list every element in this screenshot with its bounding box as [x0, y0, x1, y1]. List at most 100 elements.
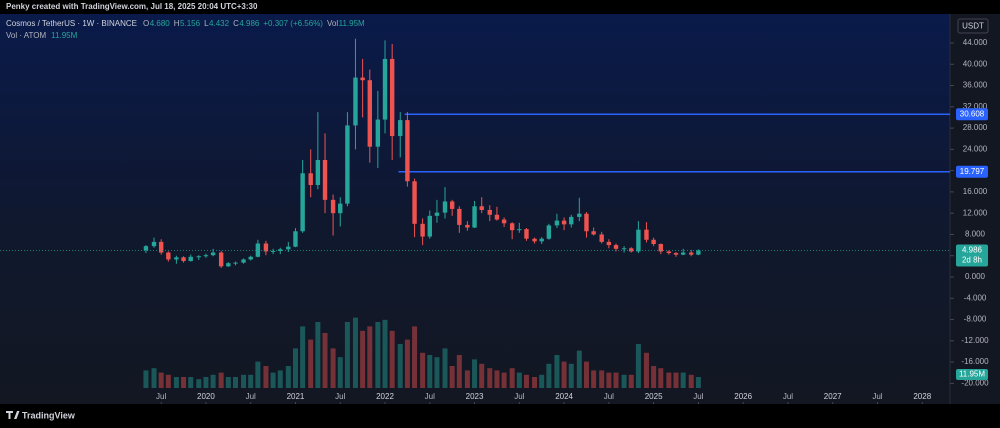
- ohlc-label: H: [174, 19, 180, 28]
- volume-bar: [539, 374, 545, 388]
- ohlc-label: Vol: [327, 19, 338, 28]
- candle-body: [181, 257, 186, 262]
- y-tick-label: -12.000: [961, 336, 989, 345]
- candle-body: [143, 246, 149, 251]
- x-tick-label: 2023: [466, 392, 484, 401]
- volume-bar: [181, 377, 187, 388]
- candle-body: [666, 251, 672, 254]
- volume-bar: [606, 372, 612, 388]
- candle-body: [166, 252, 171, 260]
- candle-body: [554, 220, 560, 226]
- volume-bar: [479, 363, 485, 388]
- x-tick-label: Jul: [335, 392, 345, 401]
- level-tag: [956, 108, 988, 121]
- y-tick-label: 24.000: [963, 144, 988, 153]
- candle-body: [398, 120, 403, 137]
- symbol: Cosmos / TetherUS · 1W · BINANCE: [6, 19, 137, 28]
- candle-body: [345, 125, 350, 204]
- candle-body: [680, 252, 686, 255]
- volume-bar: [487, 368, 493, 388]
- candle-body: [621, 248, 627, 250]
- candle-body: [629, 248, 634, 252]
- ohlc-value: 4.432: [209, 19, 230, 28]
- level-label: 30.608: [960, 109, 985, 118]
- candle-body: [546, 225, 552, 239]
- volume-tag-label: 11.95M: [959, 370, 985, 379]
- volume-bar: [143, 370, 149, 388]
- volume-bar: [583, 361, 589, 388]
- volume-bar: [173, 377, 179, 388]
- volume-bar: [285, 366, 291, 388]
- volume-bar: [151, 368, 157, 388]
- y-tick-label: -16.000: [961, 357, 989, 366]
- volume-bar: [621, 374, 627, 388]
- volume-bar: [561, 361, 567, 388]
- x-tick-label: Jul: [246, 392, 256, 401]
- y-tick-label: -4.000: [964, 293, 987, 302]
- volume-bar: [203, 377, 209, 388]
- volume-bar: [382, 319, 388, 388]
- candle-body: [613, 245, 619, 249]
- volume-bar: [494, 370, 500, 388]
- y-tick-label: 28.000: [963, 123, 988, 132]
- price-axis: [950, 14, 1000, 404]
- volume-bar: [218, 372, 224, 388]
- volume-bar: [337, 357, 343, 388]
- volume-bar: [389, 330, 395, 388]
- volume-bar: [568, 363, 574, 388]
- candle-body: [218, 252, 224, 267]
- volume-bar: [554, 355, 560, 388]
- volume-bar: [651, 366, 657, 388]
- x-tick-label: Jul: [604, 392, 614, 401]
- volume-bar: [352, 317, 358, 388]
- volume-bar: [196, 379, 202, 388]
- candle-body: [188, 256, 193, 262]
- footer-brand: TradingView: [22, 410, 76, 420]
- volume-bar: [232, 377, 238, 388]
- volume-bar: [449, 366, 455, 388]
- candle-body: [509, 223, 515, 231]
- volume-bar: [673, 372, 679, 388]
- volume-bar: [188, 377, 194, 388]
- volume-bar: [225, 377, 231, 388]
- volume-bar: [695, 377, 701, 388]
- volume-bar: [420, 352, 426, 388]
- volume-bar: [322, 333, 328, 388]
- candle-body: [651, 239, 656, 245]
- x-tick-label: Jul: [693, 392, 703, 401]
- candle-body: [293, 231, 298, 247]
- candle-body: [494, 214, 500, 220]
- volume-bar: [367, 326, 373, 388]
- volume-bar: [658, 368, 664, 388]
- candle-body: [696, 250, 701, 255]
- volume-bar: [635, 344, 641, 388]
- candle-body: [644, 229, 649, 240]
- x-tick-label: Jul: [425, 392, 435, 401]
- y-tick-label: -8.000: [964, 315, 987, 324]
- volume-bar: [404, 339, 410, 388]
- candle-body: [449, 201, 455, 209]
- candle-body: [174, 257, 179, 260]
- candle-body: [569, 216, 574, 225]
- volume-bar: [397, 344, 403, 388]
- candle-body: [330, 199, 336, 214]
- y-tick-label: 12.000: [963, 208, 988, 217]
- candle-body: [210, 252, 216, 256]
- volume-bar: [292, 348, 298, 388]
- volume-bar: [360, 330, 366, 388]
- x-tick-label: Jul: [872, 392, 882, 401]
- candle-body: [382, 58, 388, 120]
- volume-bar: [434, 357, 440, 388]
- volume-tag: [956, 369, 988, 380]
- candle-body: [255, 243, 261, 257]
- candle-body: [479, 206, 484, 210]
- volume-bar: [509, 368, 515, 388]
- x-tick-label: 2027: [824, 392, 842, 401]
- candle-body: [584, 213, 589, 232]
- volume-bar: [666, 372, 672, 388]
- volume-legend-label: Vol · ATOM: [6, 31, 46, 40]
- volume-bar: [300, 326, 306, 388]
- volume-bar: [330, 348, 336, 388]
- currency: USDT: [962, 22, 984, 31]
- y-tick-label: 8.000: [965, 230, 986, 239]
